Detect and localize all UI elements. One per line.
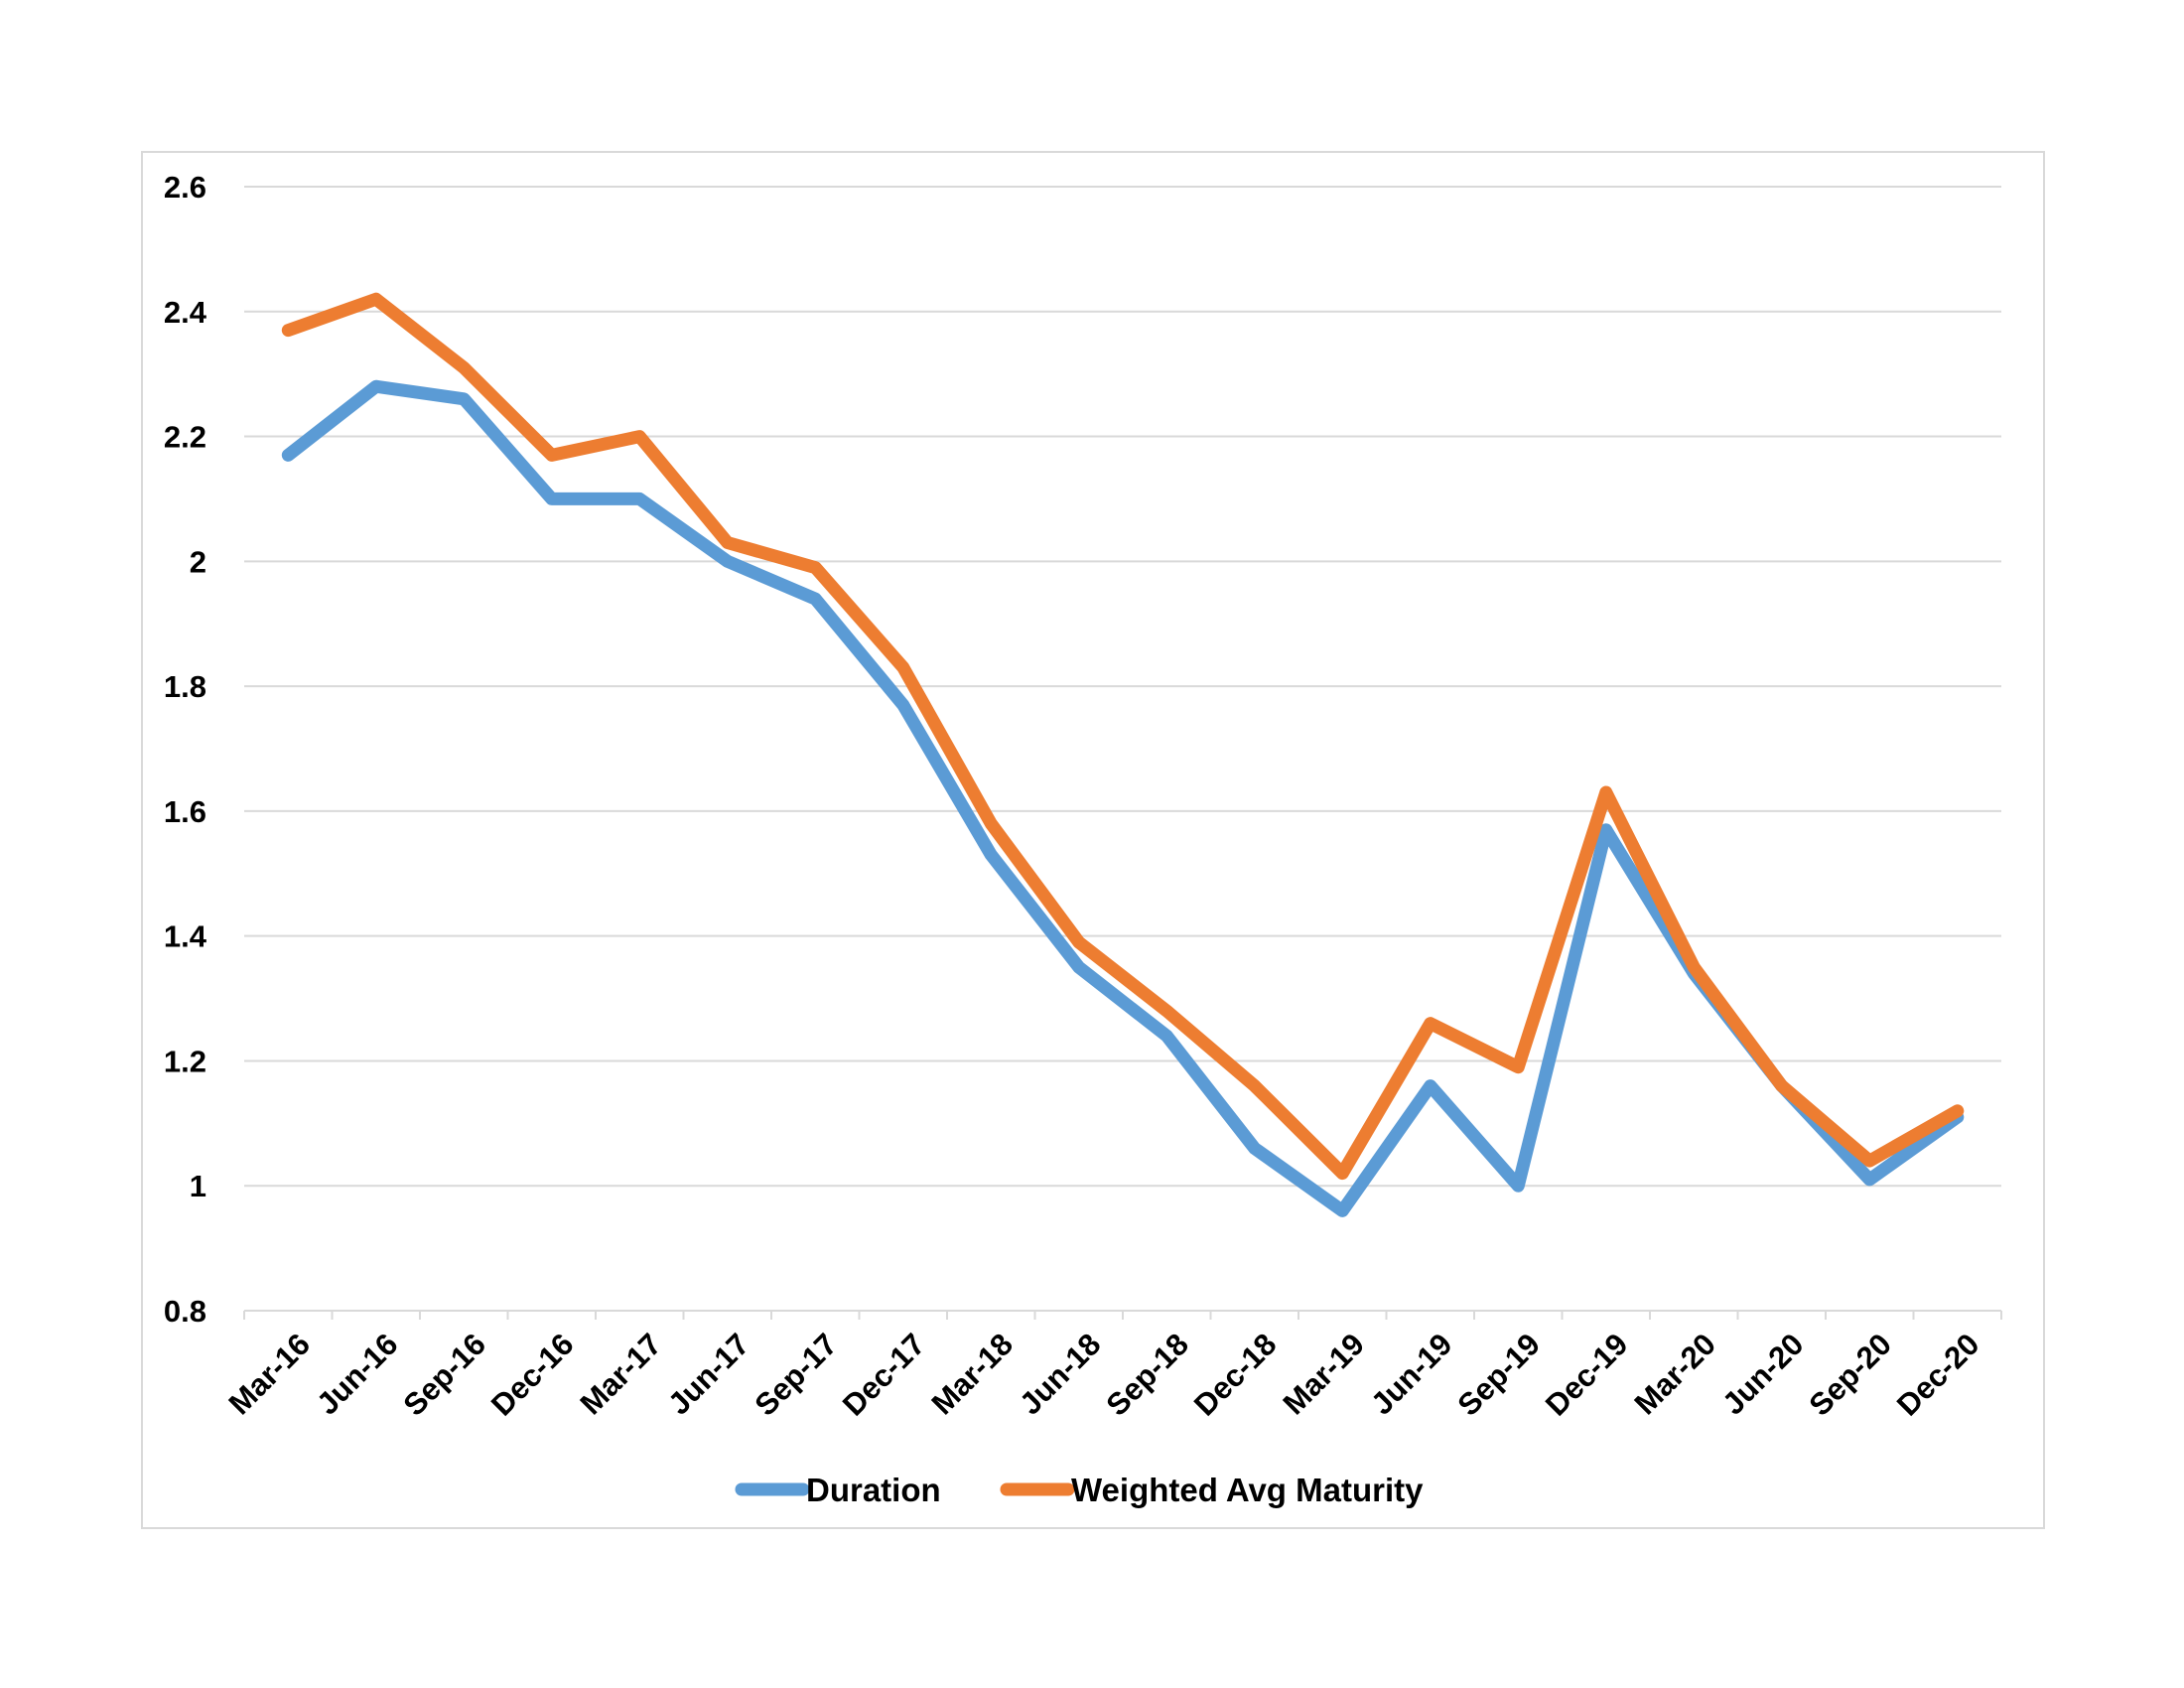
x-axis <box>243 1310 2002 1320</box>
y-tick-label: 2.2 <box>164 420 206 455</box>
series-line-weighted-avg-maturity <box>281 292 1965 1181</box>
y-tick-label: 0.8 <box>164 1294 206 1329</box>
chart-area <box>141 151 2045 1529</box>
legend-label-duration: Duration <box>806 1472 941 1508</box>
y-tick-label: 1.2 <box>164 1044 206 1078</box>
x-tick-label: Jun-18 <box>1013 1327 1107 1421</box>
x-tick-label: Dec-19 <box>1539 1327 1635 1423</box>
x-tick-label: Dec-17 <box>836 1327 932 1423</box>
y-tick-label: 1.8 <box>164 669 206 704</box>
x-tick-label: Sep-17 <box>748 1327 844 1423</box>
x-tick-label: Dec-18 <box>1187 1327 1284 1423</box>
x-tick-label: Sep-20 <box>1802 1327 1898 1423</box>
x-tick-label: Mar-19 <box>1277 1327 1371 1421</box>
y-tick-label: 2.6 <box>164 170 206 205</box>
x-tick-label: Dec-16 <box>484 1327 581 1423</box>
x-tick-label: Mar-20 <box>1628 1327 1722 1421</box>
series-line-duration <box>281 379 1965 1217</box>
y-axis-tick-labels: 0.8 1 1.2 1.4 1.6 1.8 2 2.2 2.4 2.6 <box>164 170 207 1329</box>
series-lines <box>281 292 1965 1217</box>
x-axis-tick-labels: Mar-16Jun-16Sep-16Dec-16Mar-17Jun-17Sep-… <box>222 1327 1986 1423</box>
x-tick-label: Jun-20 <box>1715 1327 1810 1421</box>
x-tick-label: Jun-17 <box>661 1327 755 1421</box>
y-tick-label: 1.6 <box>164 794 206 829</box>
x-tick-label: Jun-19 <box>1364 1327 1458 1421</box>
x-tick-label: Mar-16 <box>222 1327 317 1421</box>
x-tick-label: Jun-16 <box>310 1327 404 1421</box>
x-tick-label: Dec-20 <box>1890 1327 1986 1423</box>
y-tick-label: 2 <box>190 544 206 579</box>
x-tick-label: Sep-18 <box>1099 1327 1195 1423</box>
x-tick-label: Mar-17 <box>574 1327 668 1421</box>
legend: Duration Weighted Avg Maturity <box>735 1472 1424 1508</box>
legend-label-weighted-avg-maturity: Weighted Avg Maturity <box>1071 1472 1424 1508</box>
x-tick-label: Sep-19 <box>1450 1327 1547 1423</box>
y-tick-label: 1.4 <box>164 919 207 954</box>
gridlines <box>244 186 2001 1188</box>
y-tick-label: 1 <box>190 1169 206 1203</box>
x-tick-label: Mar-18 <box>925 1327 1020 1421</box>
x-tick-label: Sep-16 <box>396 1327 492 1423</box>
y-tick-label: 2.4 <box>164 295 207 330</box>
